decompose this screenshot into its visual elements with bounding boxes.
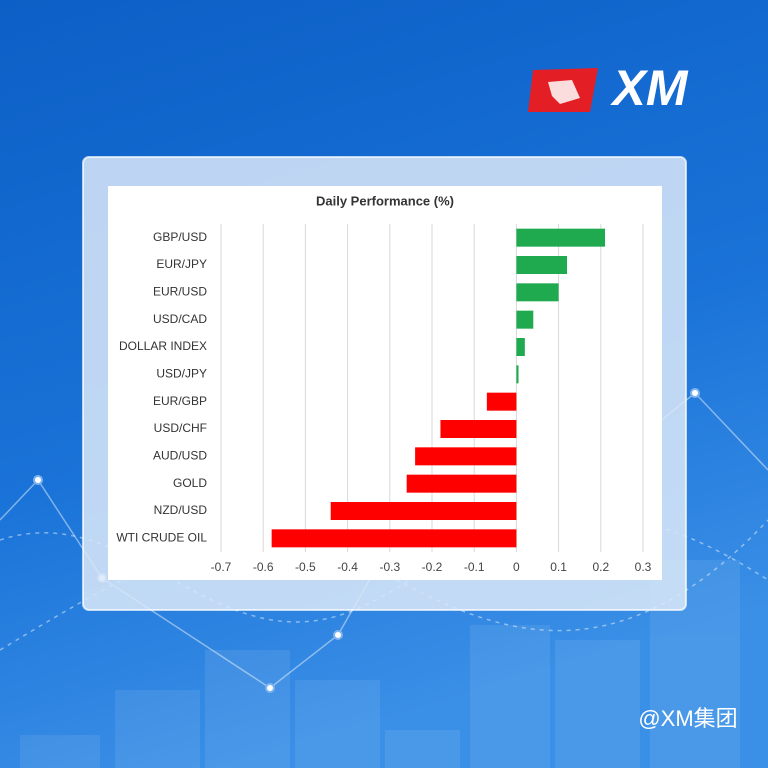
bar	[516, 365, 519, 384]
x-tick-label: -0.1	[464, 560, 485, 574]
bar	[516, 283, 559, 302]
watermark: @XM集团	[638, 706, 737, 731]
y-tick-label: NZD/USD	[154, 503, 208, 517]
x-tick-label: -0.2	[422, 560, 443, 574]
x-tick-label: -0.5	[295, 560, 316, 574]
x-tick-label: -0.3	[379, 560, 400, 574]
x-tick-label: 0.2	[592, 560, 609, 574]
x-tick-label: 0.1	[550, 560, 567, 574]
y-tick-label: GOLD	[173, 476, 207, 490]
y-tick-label: EUR/USD	[153, 285, 207, 299]
x-tick-label: -0.4	[337, 560, 358, 574]
y-tick-label: USD/CHF	[154, 421, 207, 435]
x-tick-label: 0.3	[635, 560, 652, 574]
y-tick-label: GBP/USD	[153, 230, 207, 244]
decor-bars	[20, 560, 740, 768]
y-tick-label: EUR/JPY	[156, 257, 207, 271]
chart-title: Daily Performance (%)	[316, 193, 454, 208]
bar	[406, 474, 517, 493]
chart: -0.7 -0.6 -0.5 -0.4 -0.3 -0.2 -0.1 0 0.1 0.2 0.3 GB…	[116, 224, 652, 574]
y-tick-label: USD/JPY	[156, 367, 207, 381]
x-tick-label: -0.6	[253, 560, 274, 574]
y-tick-label: AUD/USD	[153, 449, 207, 463]
bar	[516, 256, 568, 274]
bar	[516, 228, 606, 247]
bar	[330, 502, 517, 520]
y-tick-label: DOLLAR INDEX	[119, 339, 207, 353]
bar	[486, 392, 517, 411]
x-tick-label: -0.7	[211, 560, 232, 574]
logo-text: XM	[610, 60, 689, 116]
y-tick-label: WTI CRUDE OIL	[116, 531, 207, 545]
bar	[415, 447, 517, 466]
y-tick-label: USD/CAD	[153, 312, 207, 326]
bar	[440, 420, 517, 438]
bar	[271, 529, 517, 548]
logo: XM	[528, 60, 689, 116]
y-tick-label: EUR/GBP	[153, 394, 207, 408]
bar	[516, 338, 525, 356]
x-tick-label: 0	[513, 560, 520, 574]
bar	[516, 310, 534, 329]
